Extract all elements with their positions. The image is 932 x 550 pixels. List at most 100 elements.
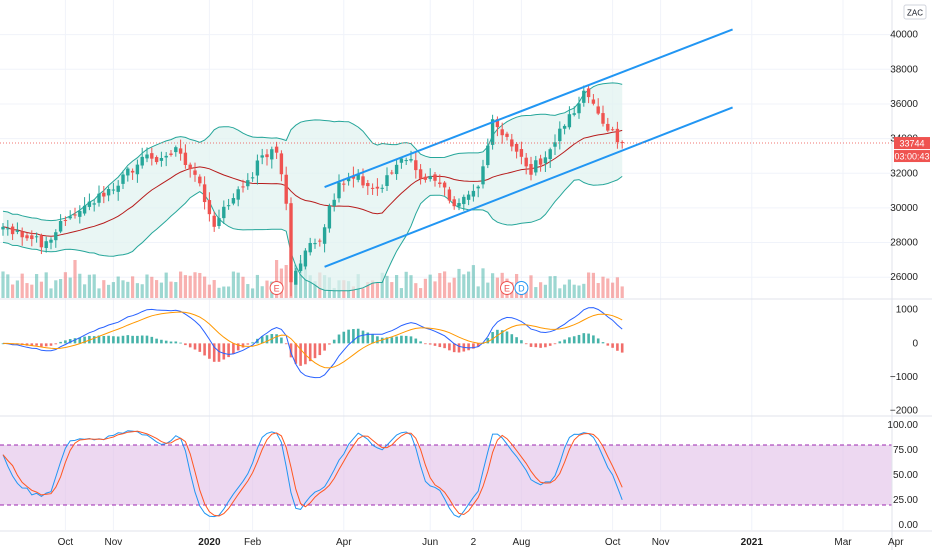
macd-histogram-bar [304,343,307,365]
macd-tick-label: −1000 [890,372,919,383]
macd-tick-label: 0 [912,338,918,349]
volume-bar [529,275,533,298]
price-tick-label: 32000 [890,168,918,179]
macd-histogram-bar [323,343,326,351]
candle-body [342,183,346,185]
candle-body [452,199,456,207]
candle-body [30,235,34,240]
macd-histogram-bar [342,331,346,344]
candle-body [534,160,538,173]
stoch-band-group [0,444,892,506]
macd-histogram-bar [328,343,331,345]
time-axis[interactable]: Oct Nov 2020 Feb Apr Jun 2 Aug Oct Nov 2021 Mar Apr [58,537,905,548]
macd-histogram-bar [318,343,322,356]
macd-histogram-bar [395,336,398,344]
macd-histogram-bar [179,342,182,344]
macd-line [2,307,623,379]
candle-body [145,154,149,159]
volume-bar [495,277,499,298]
macd-histogram-bar [299,343,302,366]
volume-bar [601,276,605,298]
macd-histogram-bar [313,343,317,359]
macd-histogram-bar [275,334,278,344]
macd-histogram-bar [366,332,370,344]
volume-bar [97,288,101,298]
channel-upper-line[interactable] [324,28,733,189]
candle-body [553,142,557,147]
candle-body [567,114,572,128]
channel-lower-line[interactable] [324,106,733,268]
macd-histogram-bar [428,343,432,345]
volume-bar [164,272,168,298]
volume-bar [68,277,72,298]
macd-histogram-bar [40,343,43,347]
candle-body [226,205,231,207]
candle-body [538,158,543,165]
macd-histogram-bar [520,340,523,344]
volume-bar [423,278,427,298]
macd-histogram-bar [587,333,590,344]
volume-bar [102,280,106,298]
candle-body [135,164,140,175]
macd-histogram-bar [198,343,202,352]
candle-body [471,190,476,197]
macd-histogram-bar [30,343,34,346]
event-marker[interactable] [500,281,514,295]
symbol-badge[interactable] [903,4,927,20]
candle-body [284,174,288,204]
candle-body [121,174,125,184]
volume-bar [462,274,466,298]
volume-bar [361,288,365,298]
candle-body [457,203,461,207]
macd-histogram-bar [251,342,254,344]
macd-histogram-bar [539,343,542,348]
macd-histogram-bar [414,338,418,344]
volume-bar [553,276,557,298]
macd-histogram-bar [620,343,624,353]
candle-body [274,146,279,153]
stochastic-d-line [2,430,623,517]
macd-histogram-bar [572,336,576,344]
volume-bar [390,282,394,298]
volume-bar [491,273,495,298]
time-tick-label: Aug [513,537,531,548]
candle-body [236,189,240,200]
candle-body [298,263,303,271]
volume-bar [20,273,24,298]
volume-bar [174,282,178,298]
macd-histogram-bar [203,343,206,356]
candle-body [92,203,96,205]
volume-bar [121,280,125,298]
event-marker[interactable] [269,281,284,295]
time-tick-label: 2021 [741,537,764,548]
macd-histogram-bar [433,343,437,346]
time-tick-label: 2 [471,537,477,548]
macd-histogram-bar [112,336,115,344]
volume-bar [577,285,581,298]
candle-body [591,99,596,104]
candle-body [462,196,466,205]
macd-pane[interactable] [1,307,624,379]
volume-bar [299,260,303,298]
event-marker[interactable] [514,281,529,295]
stochastic-pane[interactable] [2,430,623,518]
last-price-tag [894,137,930,150]
bollinger-basis [2,129,623,237]
candle-body [97,193,101,203]
volume-bar [87,274,91,298]
volume-bar [409,275,413,298]
volume-bar [111,282,115,298]
candle-body [606,123,610,131]
volume-bar [179,271,183,298]
time-tick-label: Mar [834,537,852,548]
macd-histogram-bar [59,341,62,344]
volume-bar [371,280,375,298]
volume-bar [260,286,264,298]
candle-body [34,236,39,238]
price-axis[interactable]: 2600028000300003200034000360003800040000… [887,4,930,531]
candle-body [486,145,490,166]
macd-histogram-bar [232,343,235,354]
volume-bar [366,282,370,298]
macd-histogram-bar [107,335,110,344]
